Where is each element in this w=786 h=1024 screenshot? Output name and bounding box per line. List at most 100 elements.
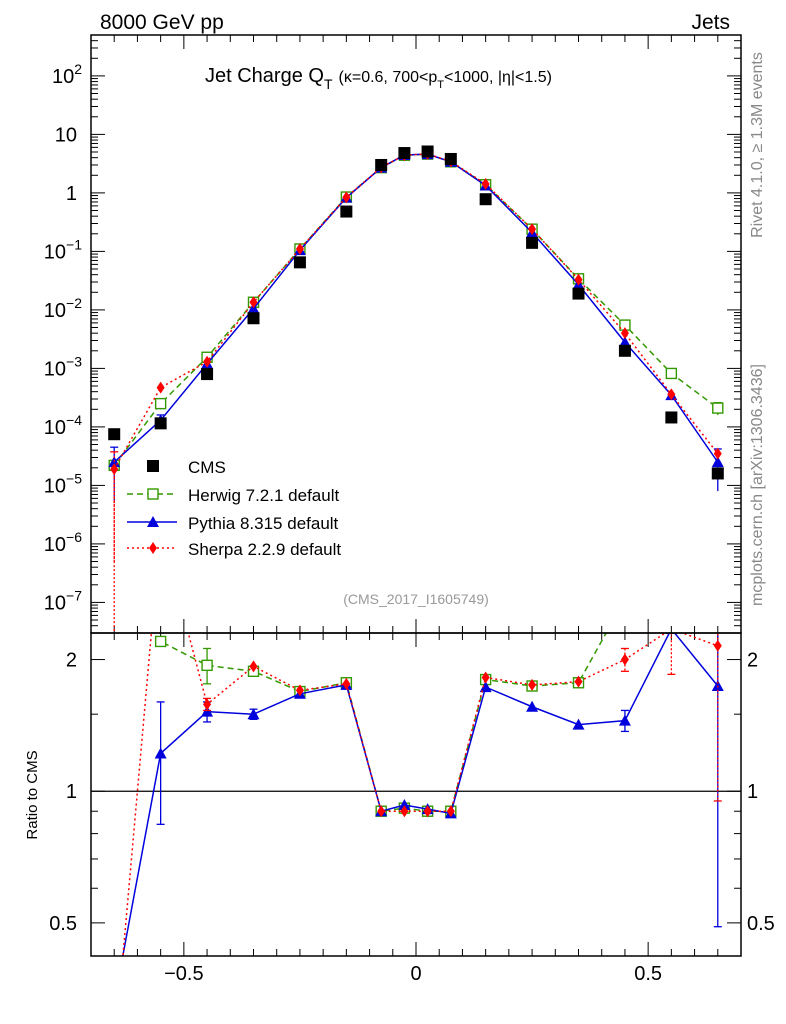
point — [620, 594, 630, 604]
point — [149, 542, 157, 554]
series-line — [113, 153, 719, 470]
ratio-line — [122, 633, 719, 956]
point — [620, 653, 629, 666]
ratio-tick-label: 1 — [66, 781, 77, 803]
x-tick-label: 0 — [410, 963, 421, 985]
ratio-line — [122, 633, 719, 956]
point — [293, 256, 306, 269]
point — [481, 671, 490, 684]
legend-label: CMS — [188, 458, 226, 477]
point — [398, 147, 411, 160]
legend-item: Sherpa 2.2.9 default — [127, 540, 341, 559]
ratio-tick-label: 2 — [66, 650, 77, 672]
point — [667, 388, 676, 401]
y-tick-label: 10−4 — [44, 412, 82, 439]
point — [342, 191, 351, 204]
ratio-line — [151, 633, 607, 813]
x-tick-label: −0.5 — [164, 963, 203, 985]
y-tick-label: 10−2 — [44, 295, 82, 322]
point — [574, 675, 583, 688]
point — [247, 708, 260, 720]
point — [423, 805, 432, 818]
point — [201, 659, 213, 672]
y-tick-label: 1 — [66, 183, 77, 205]
point — [295, 242, 304, 255]
point — [203, 698, 212, 711]
y-tick-label: 10−6 — [44, 529, 82, 556]
point — [398, 798, 411, 810]
point — [340, 205, 353, 218]
y-tick-label: 10 — [55, 124, 77, 146]
series-line — [113, 153, 719, 463]
ratio-tick-label: 0.5 — [49, 913, 77, 935]
point — [375, 158, 388, 171]
point — [249, 660, 258, 673]
point — [342, 677, 351, 690]
y-tick-label: 10−1 — [44, 236, 82, 263]
legend-label: Pythia 8.315 default — [188, 514, 339, 533]
point — [156, 381, 165, 394]
analysis-label: (CMS_2017_I1605749) — [343, 591, 489, 607]
point — [249, 296, 258, 309]
y-tick-label: 10−5 — [44, 470, 82, 497]
x-axis-ticks: −0.5 0 0.5 — [90, 35, 742, 985]
point — [295, 684, 304, 697]
legend-item: Herwig 7.2.1 default — [127, 486, 339, 505]
ratio-ylabel: Ratio to CMS — [24, 750, 41, 839]
point — [620, 327, 629, 340]
point — [400, 805, 409, 818]
ratio-sherpa-2-2-9-default — [122, 522, 722, 956]
point — [377, 805, 386, 818]
point — [154, 747, 167, 759]
rivet-label: Rivet 4.1.0, ≥ 1.3M events — [749, 52, 766, 238]
point — [479, 193, 492, 206]
point — [147, 516, 159, 527]
point — [108, 996, 120, 1007]
point — [154, 417, 167, 430]
point — [713, 447, 722, 460]
ratio-axis-ticks: 0.5 0.5 1 1 2 2 — [49, 650, 775, 935]
point — [203, 355, 212, 368]
main-axis-ticks: 10−7 10−6 10−5 10−4 10−3 10−2 10−1 1 10 102 — [44, 40, 741, 634]
series-cms — [108, 145, 724, 480]
point — [108, 428, 121, 441]
point — [421, 145, 434, 158]
point — [147, 488, 159, 500]
point — [711, 467, 724, 480]
point — [665, 367, 678, 380]
y-tick-label: 102 — [52, 61, 82, 88]
ratio-tick-label-right: 2 — [747, 650, 758, 672]
legend-label: Sherpa 2.2.9 default — [188, 540, 341, 559]
point — [711, 680, 724, 692]
y-tick-label: 10−7 — [44, 587, 82, 614]
point — [444, 152, 457, 165]
header-left: 8000 GeV pp — [100, 11, 224, 34]
ratio-tick-label-right: 1 — [747, 781, 758, 803]
point — [711, 456, 724, 468]
series-line — [113, 153, 719, 466]
point — [574, 273, 583, 286]
point — [157, 522, 165, 534]
point — [479, 681, 492, 693]
header-right: Jets — [691, 11, 730, 34]
point — [201, 368, 214, 381]
point — [572, 718, 585, 730]
main-series — [108, 145, 724, 633]
ratio-tick-label-right: 0.5 — [747, 913, 775, 935]
point — [481, 177, 490, 190]
point — [528, 223, 537, 236]
point — [618, 344, 631, 357]
point — [713, 639, 722, 652]
point — [665, 411, 678, 424]
point — [618, 336, 631, 348]
legend: CMS Herwig 7.2.1 default Pythia 8.315 defa… — [127, 458, 341, 559]
x-tick-label: 0.5 — [634, 963, 662, 985]
ratio-frame — [90, 632, 742, 957]
point — [572, 287, 585, 300]
point — [247, 312, 260, 325]
point — [201, 705, 214, 717]
legend-item: CMS — [147, 458, 226, 477]
chart-title: Jet Charge QT (κ=0.6, 700<pT<1000, |η|<1.… — [205, 65, 552, 92]
legend-label: Herwig 7.2.1 default — [188, 486, 339, 505]
point — [712, 402, 724, 414]
